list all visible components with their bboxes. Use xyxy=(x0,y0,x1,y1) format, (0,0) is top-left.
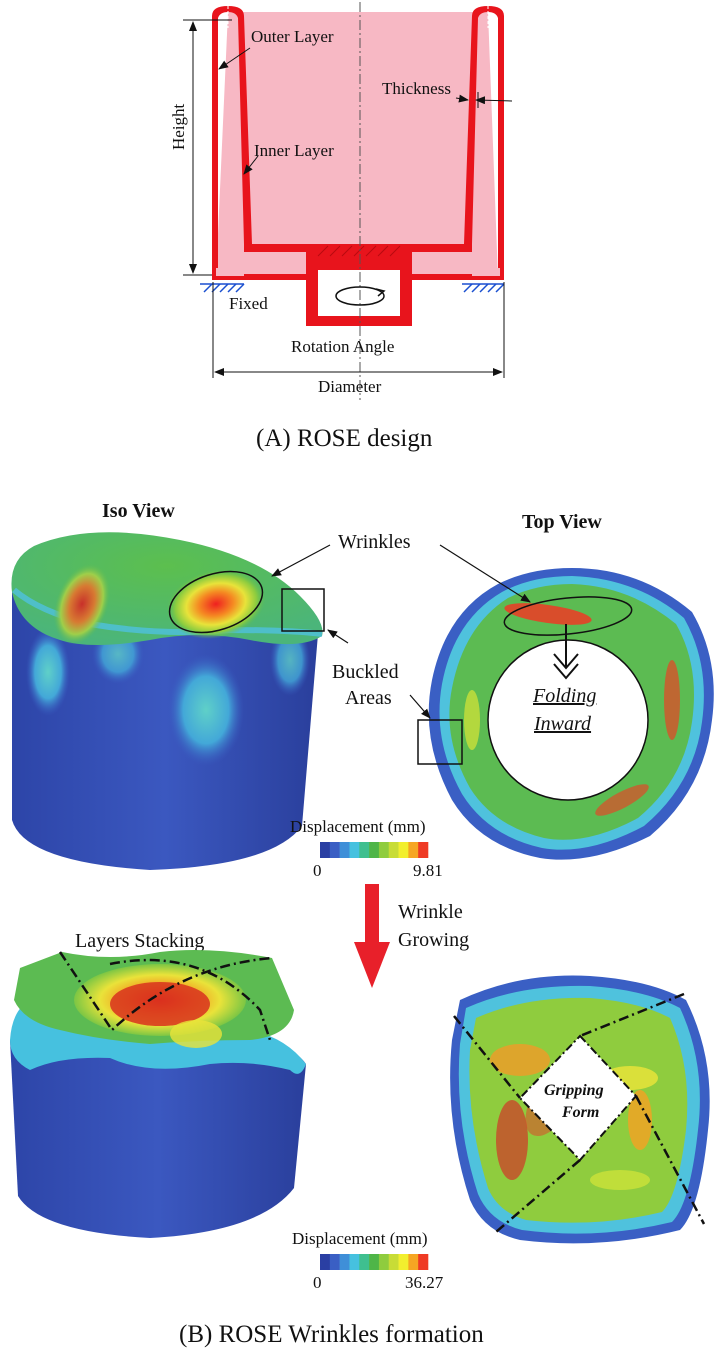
legend-swatch xyxy=(349,1254,360,1270)
top-view-label: Top View xyxy=(522,511,602,533)
legend-swatch xyxy=(339,1254,350,1270)
legend1-colorbar xyxy=(320,842,429,858)
caption-b: (B) ROSE Wrinkles formation xyxy=(179,1321,484,1348)
caption-a: (A) ROSE design xyxy=(256,425,433,452)
legend-swatch xyxy=(320,1254,331,1270)
legend2-max: 36.27 xyxy=(405,1273,444,1292)
legend-swatch xyxy=(349,842,360,858)
buckled-area-box-top xyxy=(417,719,463,765)
legend1-title: Displacement (mm) xyxy=(290,817,426,836)
legend-swatch xyxy=(359,842,370,858)
wrinkle-growing-label-line1: Wrinkle xyxy=(398,901,463,923)
rotation-hub xyxy=(306,246,412,326)
gripping-form-label-line2: Form xyxy=(561,1104,599,1121)
legend-swatch xyxy=(339,842,350,858)
legend-swatch xyxy=(359,1254,370,1270)
iso-view-cylinder xyxy=(11,532,323,870)
legend-swatch xyxy=(408,1254,419,1270)
folding-inward-label-line2: Inward xyxy=(533,713,592,735)
stacked-cylinder xyxy=(10,950,306,1238)
height-label: Height xyxy=(169,103,188,150)
outer-layer-right xyxy=(464,6,504,278)
folding-inward-label-line1: Folding xyxy=(532,685,596,707)
legend-swatch xyxy=(378,842,390,858)
fixed-support-left xyxy=(200,283,245,293)
inner-layer-label: Inner Layer xyxy=(254,141,334,160)
legend2-title: Displacement (mm) xyxy=(292,1229,428,1248)
gripping-form-label-line1: Gripping xyxy=(544,1082,604,1099)
legend-swatch xyxy=(398,842,409,858)
rose-design-diagram xyxy=(183,2,513,400)
wrinkle-growing-arrow xyxy=(354,884,390,988)
outer-layer-left xyxy=(212,6,252,278)
legend-swatch xyxy=(388,1254,399,1270)
legend-swatch xyxy=(329,1254,340,1270)
buckled-areas-label-line2: Areas xyxy=(345,687,392,709)
buckled-area-box-iso xyxy=(281,588,325,632)
legend2-colorbar xyxy=(320,1254,429,1270)
legend-swatch xyxy=(388,842,399,858)
rotation-angle-label: Rotation Angle xyxy=(291,337,394,356)
legend1-max: 9.81 xyxy=(413,861,443,880)
layers-stacking-label: Layers Stacking xyxy=(75,930,204,952)
legend2-min: 0 xyxy=(313,1273,322,1292)
thickness-label: Thickness xyxy=(382,79,451,98)
legend-swatch xyxy=(329,842,340,858)
wrinkles-label: Wrinkles xyxy=(338,531,411,553)
gripping-top-view xyxy=(450,975,710,1244)
cup-cavity xyxy=(216,12,498,278)
fixed-support-right xyxy=(462,283,505,293)
legend-swatch xyxy=(369,1254,380,1270)
legend-swatch xyxy=(408,842,419,858)
iso-view-label: Iso View xyxy=(102,500,175,522)
legend-swatch xyxy=(398,1254,409,1270)
outer-layer-label: Outer Layer xyxy=(251,27,334,46)
fixed-label: Fixed xyxy=(229,294,268,313)
legend-swatch xyxy=(418,842,429,858)
legend1-min: 0 xyxy=(313,861,322,880)
folding-inward-arrow xyxy=(553,624,579,680)
buckled-areas-label-line1: Buckled xyxy=(332,661,399,683)
legend-swatch xyxy=(369,842,380,858)
top-view-ring xyxy=(428,568,714,860)
diameter-label: Diameter xyxy=(318,377,382,396)
legend-swatch xyxy=(378,1254,390,1270)
legend-swatch xyxy=(320,842,331,858)
wrinkle-growing-label-line2: Growing xyxy=(398,929,469,951)
legend-swatch xyxy=(418,1254,429,1270)
